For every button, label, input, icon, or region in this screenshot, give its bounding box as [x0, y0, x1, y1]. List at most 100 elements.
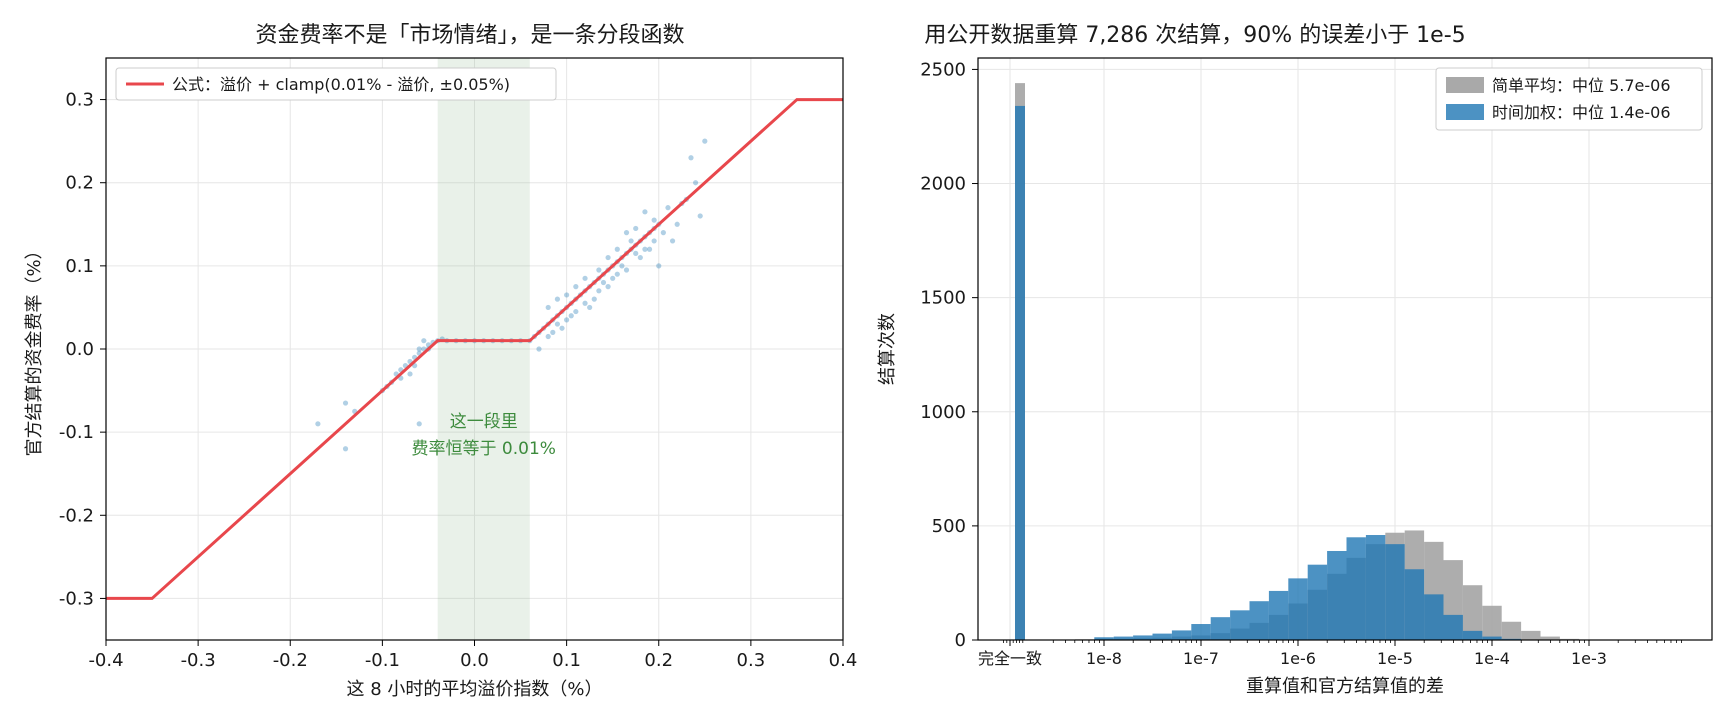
left-x-tick-label: 0.0 [460, 650, 489, 671]
scatter-point [633, 226, 638, 231]
right-y-ticks: 0 500 1000 1500 2000 2500 [920, 59, 978, 651]
bar-time-weighted [1288, 578, 1307, 640]
scatter-point [642, 209, 647, 214]
right-y-tick-label: 500 [932, 516, 966, 537]
band-annotation-line2: 费率恒等于 0.01% [412, 439, 556, 459]
bar-time-weighted [1191, 624, 1210, 640]
scatter-point [638, 255, 643, 260]
bar-simple-average [1502, 622, 1521, 640]
left-x-tick-label: 0.4 [829, 650, 858, 671]
scatter-point [665, 205, 670, 210]
left-y-tick-label: 0.0 [65, 339, 94, 360]
bar-time-weighted [1444, 615, 1463, 640]
right-y-tick-label: 1000 [920, 402, 966, 423]
scatter-point [421, 338, 426, 343]
right-x-tick-label: 1e-6 [1280, 649, 1316, 668]
scatter-point [550, 330, 555, 335]
right-y-axis-label: 结算次数 [877, 313, 898, 385]
scatter-point [343, 400, 348, 405]
bar-time-weighted-exact [1015, 106, 1025, 640]
left-x-tick-label: 0.3 [737, 650, 766, 671]
scatter-point [555, 321, 560, 326]
scatter-point [596, 288, 601, 293]
band-annotation-line1: 这一段里 [450, 412, 518, 432]
left-x-tick-label: 0.1 [552, 650, 581, 671]
scatter-point [417, 346, 422, 351]
right-chart-title: 用公开数据重算 7,286 次结算，90% 的误差小于 1e-5 [924, 23, 1465, 48]
scatter-point [688, 155, 693, 160]
left-x-tick-label: -0.2 [273, 650, 308, 671]
bar-time-weighted [1230, 610, 1249, 640]
left-x-axis-label: 这 8 小时的平均溢价指数（%） [347, 679, 603, 700]
left-y-tick-label: 0.3 [65, 90, 94, 111]
scatter-point [592, 297, 597, 302]
scatter-point [573, 309, 578, 314]
bar-time-weighted [1308, 565, 1327, 640]
scatter-point [564, 292, 569, 297]
scatter-point [573, 284, 578, 289]
scatter-point [343, 446, 348, 451]
right-x-tick-label: 1e-8 [1086, 649, 1122, 668]
scatter-point [656, 263, 661, 268]
right-y-tick-label: 0 [955, 630, 966, 651]
scatter-point [569, 313, 574, 318]
right-legend-label-time-weighted: 时间加权：中位 1.4e-06 [1492, 103, 1671, 122]
scatter-point [555, 297, 560, 302]
scatter-point [564, 317, 569, 322]
scatter-point [582, 301, 587, 306]
scatter-point [670, 238, 675, 243]
scatter-point [605, 255, 610, 260]
scatter-point [582, 276, 587, 281]
right-x-axis-label: 重算值和官方结算值的差 [1246, 676, 1444, 697]
scatter-point [647, 247, 652, 252]
scatter-point [559, 326, 564, 331]
scatter-point [587, 305, 592, 310]
left-legend: 公式：溢价 + clamp(0.01% - 溢价, ±0.05%) [116, 68, 556, 100]
left-y-tick-label: -0.3 [59, 588, 94, 609]
right-y-tick-label: 2000 [920, 174, 966, 195]
bar-time-weighted [1153, 634, 1172, 640]
right-bars-time-weighted [1015, 106, 1521, 640]
scatter-point [601, 280, 606, 285]
scatter-point [536, 346, 541, 351]
scatter-point [702, 139, 707, 144]
bar-time-weighted [1385, 544, 1404, 640]
scatter-point [661, 230, 666, 235]
scatter-point [693, 180, 698, 185]
bar-time-weighted [1269, 591, 1288, 640]
bar-time-weighted [1366, 535, 1385, 640]
scatter-point [407, 371, 412, 376]
left-x-tick-label: -0.1 [365, 650, 400, 671]
right-legend-swatch-simple-average [1446, 77, 1484, 93]
bar-time-weighted [1424, 594, 1443, 640]
left-flat-band [438, 58, 530, 640]
left-y-tick-label: -0.2 [59, 505, 94, 526]
left-x-tick-label: 0.2 [644, 650, 673, 671]
left-x-tick-label: -0.4 [88, 650, 123, 671]
left-chart-title: 资金费率不是「市场情绪」，是一条分段函数 [255, 23, 684, 48]
scatter-point [610, 276, 615, 281]
left-y-axis-label: 官方结算的资金费率（%） [24, 241, 45, 456]
scatter-point [624, 230, 629, 235]
scatter-point [619, 263, 624, 268]
scatter-point [546, 305, 551, 310]
right-x-tick-label: 1e-7 [1183, 649, 1219, 668]
right-y-tick-label: 2500 [920, 59, 966, 80]
left-y-ticks: -0.3-0.2-0.10.00.10.20.3 [59, 90, 106, 610]
scatter-point [605, 284, 610, 289]
right-y-tick-label: 1500 [920, 288, 966, 309]
scatter-point [615, 247, 620, 252]
flat-band-region [438, 58, 530, 640]
scatter-point [698, 213, 703, 218]
left-y-tick-label: -0.1 [59, 422, 94, 443]
bar-simple-average [1482, 606, 1501, 640]
bar-time-weighted [1250, 601, 1269, 640]
left-y-tick-label: 0.1 [65, 256, 94, 277]
bar-time-weighted [1133, 635, 1152, 640]
scatter-point [546, 334, 551, 339]
